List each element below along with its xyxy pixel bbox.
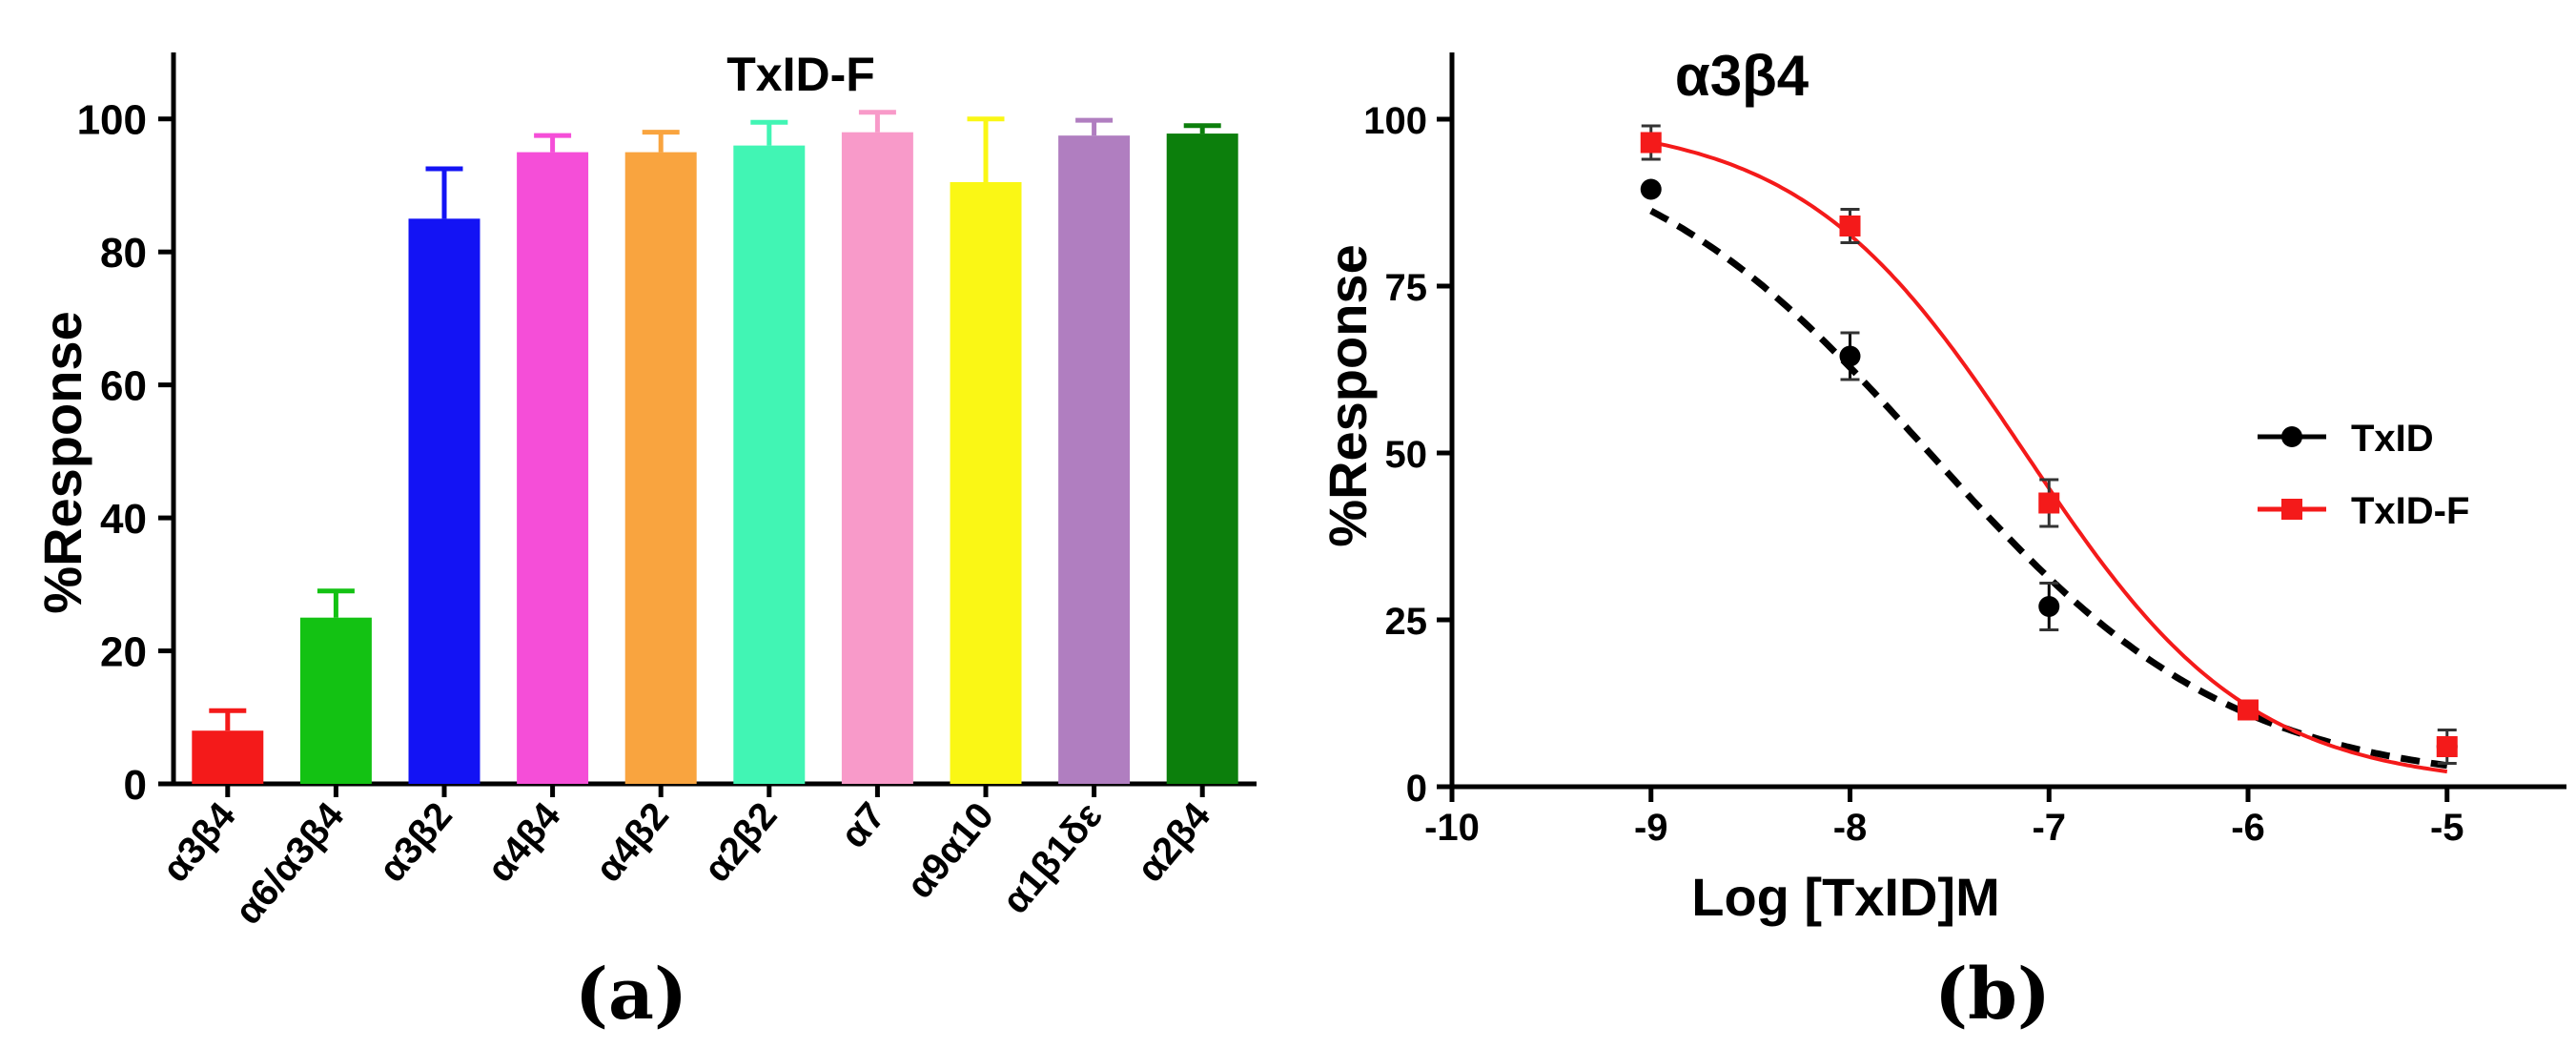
data-point-txid: [2038, 596, 2060, 617]
line-chart-x-tick-label: -6: [2231, 807, 2265, 849]
line-chart-panel-b: α3β4 %Response Log [TxID]M 0 25 50 75 100 -10…: [1318, 44, 2566, 927]
line-chart-x-tick-label: -9: [1634, 807, 1668, 849]
data-point-txid: [1839, 345, 1861, 367]
bar: [192, 730, 264, 784]
bar: [517, 152, 589, 784]
bar-chart-x-tick-label: α9α10: [899, 795, 1002, 907]
data-point-txid: [1640, 178, 1662, 200]
panel-label-a: (a): [575, 954, 687, 1036]
bar-chart-x-tick-label: α7: [832, 795, 893, 856]
bar: [408, 218, 480, 784]
line-chart-title: α3β4: [1675, 44, 1809, 108]
legend-label-txid-f: TxID-F: [2351, 490, 2469, 532]
legend-marker-txid-f: [2281, 499, 2302, 520]
line-chart-y-tick-label: 100: [1363, 100, 1427, 142]
bar-chart-y-tick-label: 20: [100, 629, 147, 676]
data-point-txid-f: [2238, 699, 2259, 721]
bar-chart-x-tick-label: α1β1δε: [994, 794, 1111, 921]
bar-chart-x-tick-label: α3β2: [371, 795, 460, 891]
line-chart-y-tick-label: 75: [1385, 267, 1428, 309]
bar: [1166, 134, 1238, 785]
bar-chart-y-tick-label: 40: [100, 496, 147, 543]
data-point-txid-f: [2038, 492, 2060, 514]
bar-chart-x-tick-label: α4β4: [480, 794, 569, 890]
legend-label-txid: TxID: [2351, 418, 2434, 460]
bar: [950, 181, 1022, 784]
line-chart-x-tick-label: -7: [2032, 807, 2066, 849]
line-chart-x-tick-label: -8: [1833, 807, 1868, 849]
line-chart-x-tick-label: -10: [1424, 807, 1480, 849]
bar: [624, 152, 697, 784]
line-chart-x-tick-label: -5: [2430, 807, 2464, 849]
bar: [841, 132, 913, 784]
bar-chart-x-tick-label: α4β2: [587, 795, 677, 891]
data-point-txid-f: [1839, 216, 1861, 236]
bar-chart-x-tick-label: α2β2: [696, 795, 786, 891]
legend-marker-txid: [2281, 426, 2302, 447]
data-point-txid-f: [2436, 736, 2458, 757]
bar-chart-y-tick-label: 100: [77, 97, 147, 144]
panel-label-b: (b): [1934, 954, 2051, 1036]
line-chart-y-axis-label: %Response: [1318, 244, 1378, 546]
line-chart-y-tick-label: 50: [1385, 434, 1428, 476]
line-chart-x-axis-label: Log [TxID]M: [1691, 867, 1999, 927]
bar-chart-x-tick-label: α2β4: [1129, 794, 1218, 890]
fit-curve-txid-f: [1650, 140, 2448, 774]
bar-chart-y-tick-label: 0: [124, 762, 147, 809]
bar-chart-x-tick-label: α6/α3β4: [227, 794, 353, 933]
bar-chart-title: TxID-F: [726, 48, 875, 101]
bar-chart-y-tick-label: 60: [100, 363, 147, 410]
bar-chart-y-axis-label: %Response: [32, 311, 92, 613]
bar: [1058, 135, 1131, 785]
bar-chart-y-tick-label: 80: [100, 230, 147, 277]
bar-chart-panel-a: TxID-F %Response 0 20 40 60 80 100 α3β4α6/α3β…: [32, 48, 1257, 933]
data-point-txid-f: [1640, 132, 1662, 154]
line-chart-y-tick-label: 0: [1406, 768, 1427, 810]
bar: [733, 145, 806, 785]
bar-chart-x-tick-label: α3β4: [154, 794, 244, 890]
bar: [299, 617, 372, 784]
line-chart-y-tick-label: 25: [1385, 601, 1428, 643]
